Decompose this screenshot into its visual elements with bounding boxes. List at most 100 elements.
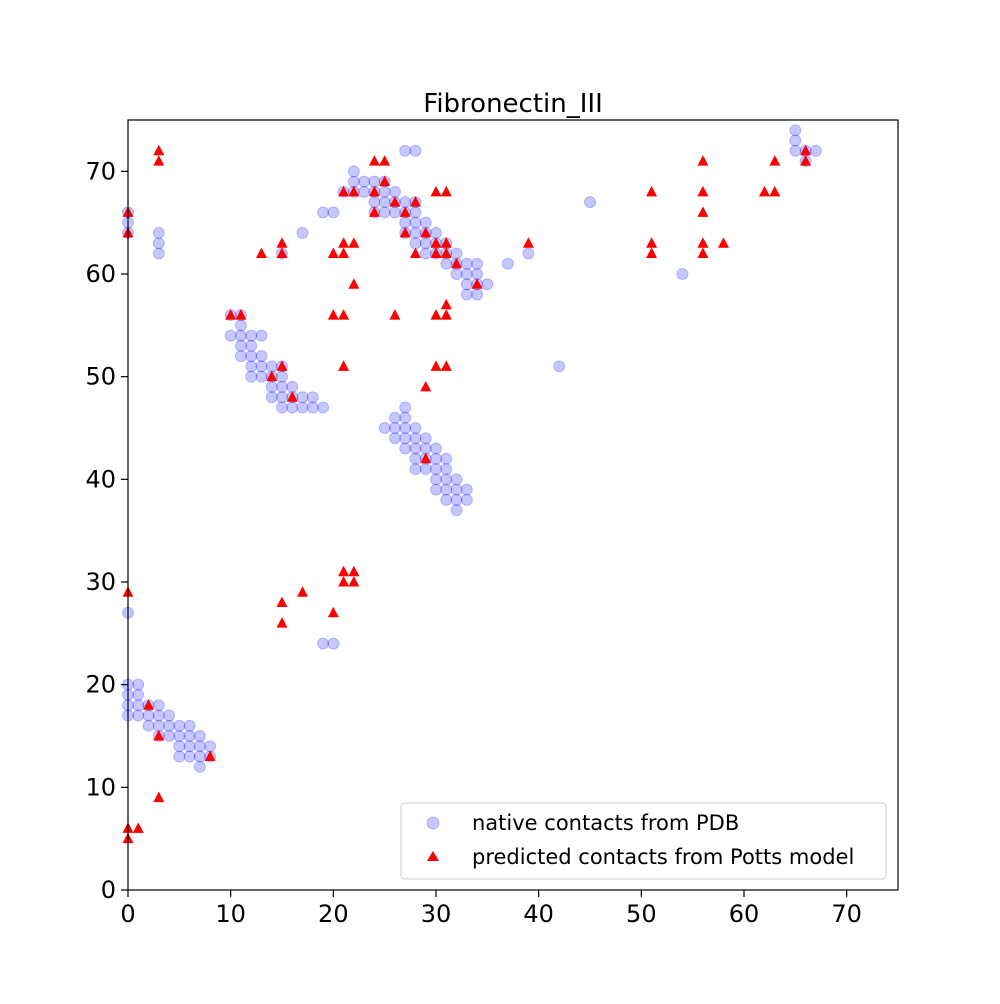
predicted-contact-point (430, 247, 442, 258)
native-contact-point (440, 493, 453, 506)
native-contacts-layer (122, 124, 822, 773)
predicted-contact-point (338, 237, 350, 248)
y-tick-label: 40 (85, 465, 116, 493)
native-contact-point (409, 463, 422, 476)
native-contact-point (450, 473, 463, 486)
predicted-contact-point (409, 196, 421, 207)
predicted-contact-point (389, 196, 401, 207)
predicted-contact-point (276, 617, 288, 628)
predicted-contact-point (348, 185, 360, 197)
native-contact-point (676, 268, 689, 280)
native-contact-point (368, 196, 381, 209)
predicted-contact-point (153, 155, 165, 166)
native-contact-point (152, 247, 165, 260)
native-contact-point (183, 750, 196, 763)
y-tick-label: 10 (85, 773, 116, 801)
native-contact-point (481, 278, 494, 291)
native-contact-point (388, 422, 401, 434)
predicted-contact-point (153, 791, 165, 803)
native-contact-point (460, 493, 473, 506)
native-contact-point (152, 719, 165, 732)
predicted-contact-point (235, 309, 247, 320)
native-contact-point (399, 411, 412, 424)
predicted-contact-point (697, 247, 709, 258)
native-contact-point (276, 380, 288, 393)
native-contact-point (265, 360, 278, 373)
native-contact-point (378, 196, 391, 209)
native-contact-point (173, 730, 186, 742)
y-tick-label: 60 (85, 260, 116, 288)
native-contact-point (409, 422, 422, 434)
predicted-contact-point (276, 247, 288, 258)
native-contact-point (306, 401, 319, 414)
predicted-contact-point (800, 144, 812, 156)
native-contact-point (173, 719, 186, 732)
predicted-contact-point (440, 309, 452, 320)
predicted-contact-point (327, 247, 339, 258)
x-tick-label: 10 (215, 900, 246, 928)
y-tick-label: 0 (101, 876, 116, 904)
native-contact-point (245, 350, 258, 363)
predicted-contact-point (420, 452, 432, 464)
native-contact-point (132, 699, 145, 712)
native-contact-point (388, 206, 401, 219)
native-contact-point (399, 216, 412, 229)
native-contact-point (132, 709, 145, 722)
native-contact-point (450, 268, 463, 280)
predicted-contact-point (697, 237, 709, 248)
native-contact-point (317, 637, 330, 650)
predicted-contact-point (451, 257, 463, 269)
native-contact-point (142, 719, 155, 732)
native-contact-point (163, 730, 176, 742)
predicted-contacts-layer (122, 144, 812, 844)
native-contact-point (460, 288, 473, 301)
predicted-contact-point (204, 750, 216, 762)
predicted-contact-point (769, 185, 781, 197)
predicted-contact-point (430, 309, 442, 320)
native-contact-point (306, 391, 319, 404)
native-contact-point (368, 175, 381, 188)
native-contact-point (183, 740, 196, 753)
native-contact-point (152, 699, 165, 712)
predicted-contact-point (440, 247, 452, 258)
native-contact-point (327, 206, 340, 219)
predicted-contact-point (379, 175, 391, 187)
native-contact-point (245, 329, 258, 342)
predicted-contact-point (338, 185, 350, 197)
predicted-contact-point (143, 699, 155, 710)
native-contact-point (265, 380, 278, 393)
native-contact-point (152, 237, 165, 250)
native-contact-point (399, 432, 412, 445)
y-tick-label: 20 (85, 671, 116, 699)
native-contact-point (522, 247, 535, 260)
predicted-contact-point (440, 237, 452, 248)
native-contact-point (430, 483, 442, 496)
predicted-contact-point (368, 206, 380, 217)
native-contact-point (501, 257, 514, 270)
native-contact-point (378, 422, 391, 434)
native-contact-point (276, 391, 288, 404)
predicted-contact-point (327, 606, 339, 618)
native-contact-point (317, 401, 330, 414)
native-contact-point (378, 185, 391, 198)
native-contact-point (471, 288, 484, 301)
x-tick-label: 40 (523, 900, 554, 928)
native-contact-point (193, 750, 206, 763)
native-contact-point (419, 463, 432, 476)
native-contact-point (399, 196, 412, 209)
predicted-contact-point (420, 380, 432, 392)
predicted-contact-point (471, 278, 483, 289)
native-contact-point (440, 452, 453, 465)
native-contact-point (132, 688, 145, 701)
predicted-contact-point (379, 155, 391, 166)
predicted-contact-point (430, 360, 442, 371)
predicted-contact-point (697, 185, 709, 197)
native-contact-point (234, 350, 247, 363)
predicted-contact-point (399, 226, 411, 238)
native-contact-point (132, 678, 145, 691)
native-contact-point (388, 411, 401, 424)
legend-box (400, 802, 887, 880)
native-contact-point (450, 493, 463, 506)
